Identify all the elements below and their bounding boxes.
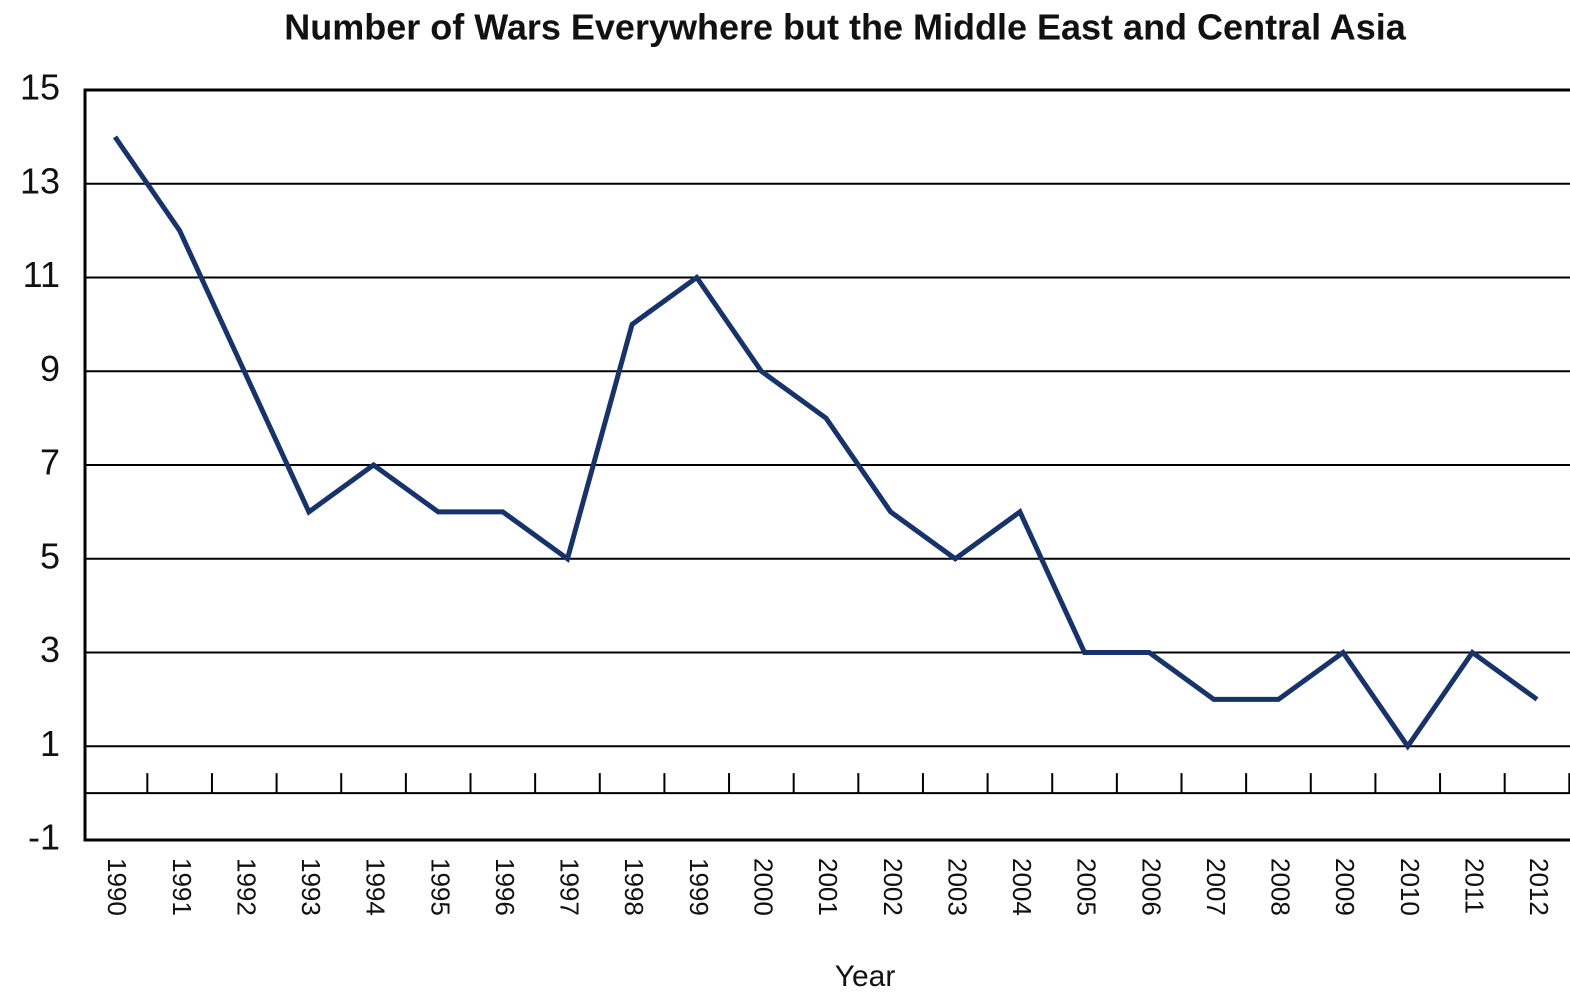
- y-tick-label: 7: [40, 442, 60, 483]
- y-tick-label: 1: [40, 723, 60, 764]
- x-tick-label: 1995: [425, 858, 455, 916]
- line-series: [112, 135, 1539, 751]
- x-tick-label: 2001: [813, 858, 843, 916]
- x-tick-label: 1992: [231, 858, 261, 916]
- x-tick-label: 2000: [748, 858, 778, 916]
- x-tick-label: 1997: [555, 858, 585, 916]
- x-tick-label: 1991: [167, 858, 197, 916]
- x-tick-label: 2007: [1201, 858, 1231, 916]
- y-tick-label: 5: [40, 535, 60, 576]
- x-tick-label: 1998: [619, 858, 649, 916]
- x-tick-label: 1993: [296, 858, 326, 916]
- x-tick-label: 2008: [1266, 858, 1296, 916]
- y-tick-label: 11: [23, 254, 60, 295]
- y-tick-label: 9: [40, 348, 60, 389]
- x-tick-label: 1990: [102, 858, 132, 916]
- x-tick-label: 2011: [1459, 858, 1489, 914]
- y-tick-label: -1: [28, 817, 60, 858]
- x-tick-label: 2009: [1330, 858, 1360, 916]
- x-tick-label: 2003: [942, 858, 972, 916]
- x-tick-label: 2002: [878, 858, 908, 916]
- y-tick-label: 13: [20, 160, 60, 201]
- y-tick-label: 3: [40, 629, 60, 670]
- plot-frame: [83, 88, 1570, 842]
- y-tick-label: 15: [20, 67, 60, 108]
- x-tick-label: 2006: [1136, 858, 1166, 916]
- x-tick-label: 1999: [684, 858, 714, 916]
- x-tick-label: 1994: [361, 858, 391, 916]
- x-tick-label: 2005: [1072, 858, 1102, 916]
- x-tick-label: 1996: [490, 858, 520, 916]
- x-tick-label: 2012: [1524, 858, 1554, 916]
- chart-title: Number of Wars Everywhere but the Middle…: [284, 7, 1407, 48]
- x-tick-label: 2004: [1007, 858, 1037, 916]
- x-axis-label: Year: [835, 960, 896, 993]
- x-tick-label: 2010: [1395, 858, 1425, 916]
